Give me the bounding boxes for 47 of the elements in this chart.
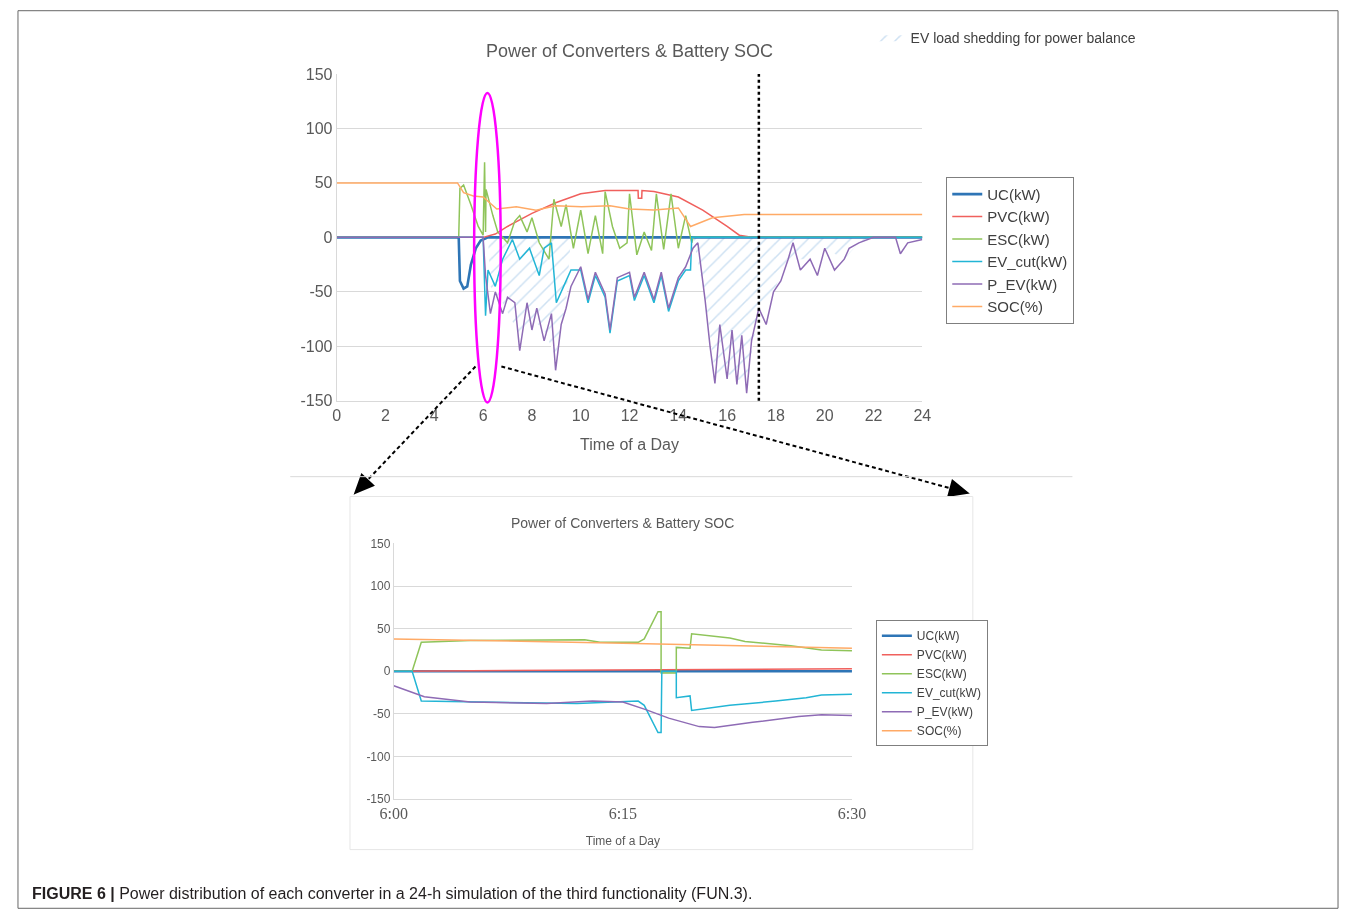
- y-tick-label: 0: [383, 664, 391, 679]
- legend-label: ESC(kW): [987, 230, 1050, 248]
- y-tick-label: 0: [323, 228, 333, 246]
- x-tick-label: 20: [815, 407, 834, 425]
- legend-label: P_EV(kW): [916, 705, 973, 720]
- legend-label: ESC(kW): [916, 667, 967, 682]
- x-tick-label: 18: [767, 407, 785, 425]
- legend-label: UC(kW): [987, 185, 1041, 203]
- legend-label: SOC(%): [987, 298, 1044, 316]
- chart-title: Power of Converters & Battery SOC: [486, 41, 774, 61]
- x-tick-label: 6: [478, 407, 488, 425]
- x-tick-label: 24: [913, 407, 932, 425]
- x-tick-label: 2: [381, 407, 391, 425]
- x-tick-label: 22: [864, 407, 883, 425]
- x-tick-label: 16: [718, 407, 737, 425]
- x-tick-label: 6:15: [608, 805, 638, 823]
- x-tick-label: 10: [571, 407, 590, 425]
- x-tick-label: 12: [620, 407, 639, 425]
- legend-label: UC(kW): [916, 629, 960, 644]
- legend-label: SOC(%): [916, 724, 962, 739]
- x-axis-title: Time of a Day: [580, 435, 680, 453]
- legend-label: EV_cut(kW): [987, 253, 1068, 271]
- y-tick-label: -50: [373, 707, 391, 722]
- legend-label: EV load shedding for power balance: [910, 29, 1136, 46]
- y-tick-label: -100: [366, 749, 391, 764]
- y-tick-label: 100: [305, 120, 333, 137]
- y-tick-label: -100: [300, 337, 333, 355]
- y-tick-label: 150: [370, 536, 391, 551]
- x-tick-label: 4: [429, 407, 439, 425]
- chart-title: Power of Converters & Battery SOC: [511, 515, 735, 531]
- y-tick-label: -150: [366, 792, 391, 807]
- x-tick-label: 8: [527, 407, 537, 425]
- x-axis-title: Time of a Day: [585, 834, 661, 849]
- x-tick-label: 6:00: [379, 805, 409, 823]
- caption: FIGURE 6 | Power distribution of each converter in a 24-h simulation of the third functionality (FUN.3).: [32, 885, 753, 902]
- y-tick-label: 50: [314, 174, 333, 192]
- y-tick-label: 150: [305, 65, 333, 83]
- legend-label: PVC(kW): [916, 648, 967, 663]
- x-tick-label: 6:30: [837, 805, 867, 823]
- y-tick-label: 100: [370, 579, 391, 594]
- legend-label: PVC(kW): [987, 208, 1050, 226]
- x-tick-label: 14: [669, 407, 688, 425]
- y-tick-label: -150: [300, 392, 333, 410]
- legend-label: P_EV(kW): [987, 275, 1058, 293]
- y-tick-label: -50: [309, 283, 333, 301]
- legend-label: EV_cut(kW): [916, 686, 981, 701]
- y-tick-label: 50: [377, 621, 391, 636]
